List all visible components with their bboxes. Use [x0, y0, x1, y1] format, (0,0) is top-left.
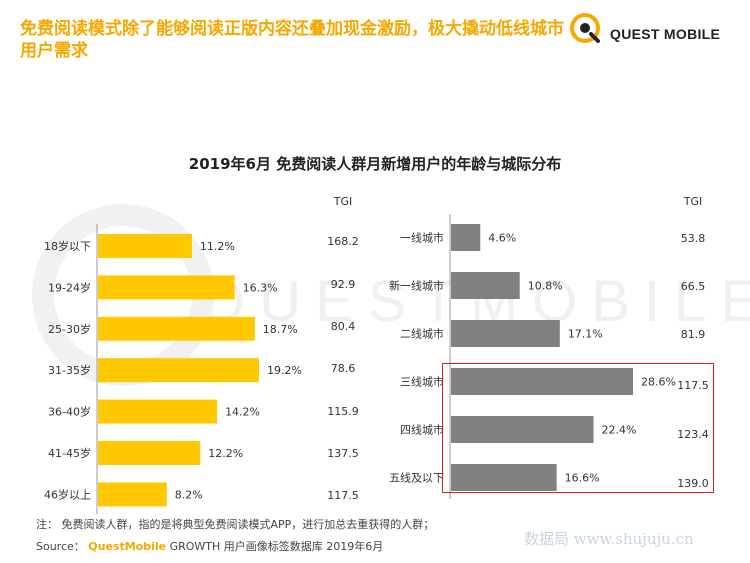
age-value-label: 19.2% — [267, 364, 302, 377]
age-bar — [98, 482, 167, 507]
city-category-label: 四线城市 — [400, 423, 444, 437]
city-bar — [451, 224, 481, 251]
age-bar — [98, 275, 235, 300]
city-tgi-value: 139.0 — [677, 477, 709, 490]
city-tgi-value: 123.4 — [677, 428, 709, 441]
city-tgi-value: 81.9 — [681, 328, 706, 341]
city-bar — [451, 368, 633, 395]
age-category-label: 18岁以下 — [44, 239, 91, 253]
city-value-label: 28.6% — [641, 376, 676, 389]
age-tgi-value: 80.4 — [331, 320, 356, 333]
source-line: Source： QuestMobile GROWTH 用户画像标签数据库 201… — [36, 538, 383, 554]
age-bar — [98, 358, 259, 383]
quest-mobile-logo-icon — [570, 13, 600, 43]
city-value-label: 4.6% — [488, 232, 516, 245]
age-tgi-value: 92.9 — [331, 278, 356, 291]
city-value-label: 16.6% — [565, 472, 600, 485]
city-category-label: 二线城市 — [400, 327, 444, 341]
age-tgi-value: 78.6 — [331, 362, 356, 375]
highlight-box — [442, 363, 714, 493]
age-tgi-value: 117.5 — [327, 489, 359, 502]
age-tgi-value: 137.5 — [327, 447, 359, 460]
age-category-label: 36-40岁 — [48, 405, 91, 419]
source-prefix: Source： — [36, 540, 85, 553]
footnote: 注： 免费阅读人群，指的是将典型免费阅读模式APP，进行加总去重获得的人群； — [36, 518, 435, 531]
chart-title: 2019年6月 免费阅读人群月新增用户的年龄与城际分布 — [188, 155, 562, 173]
brand-name: QUEST MOBILE — [610, 26, 721, 42]
city-value-label: 17.1% — [568, 328, 603, 341]
source-text: GROWTH 用户画像标签数据库 2019年6月 — [169, 540, 384, 553]
age-tgi-value: 168.2 — [327, 235, 359, 248]
city-tgi-value: 117.5 — [677, 379, 709, 392]
site-watermark: 数据局 www.shujuju.cn — [524, 530, 694, 548]
age-category-label: 19-24岁 — [48, 280, 91, 294]
age-category-label: 46岁以上 — [44, 487, 91, 501]
city-bar — [451, 272, 520, 299]
age-value-label: 16.3% — [243, 281, 278, 294]
headline: 免费阅读模式除了能够阅读正版内容还叠加现金激励，极大撬动低线城市用户需求 — [20, 19, 564, 61]
age-value-label: 12.2% — [208, 447, 243, 460]
age-bar — [98, 234, 192, 258]
age-value-label: 8.2% — [175, 488, 203, 501]
age-bar — [98, 316, 255, 341]
city-bar — [451, 416, 594, 443]
source-brand: QuestMobile — [88, 540, 167, 553]
age-tgi-value: 115.9 — [327, 405, 359, 418]
age-category-label: 25-30岁 — [48, 322, 91, 336]
city-category-label: 新一线城市 — [389, 279, 444, 293]
age-value-label: 18.7% — [263, 323, 298, 336]
city-value-label: 22.4% — [602, 424, 637, 437]
age-bar — [98, 441, 201, 465]
city-category-label: 五线及以下 — [389, 471, 444, 485]
age-value-label: 14.2% — [225, 406, 260, 419]
city-tgi-header: TGI — [683, 195, 703, 208]
age-tgi-header: TGI — [333, 195, 353, 208]
age-category-label: 41-45岁 — [48, 446, 91, 460]
age-value-label: 11.2% — [200, 240, 235, 253]
city-tgi-value: 53.8 — [681, 232, 706, 245]
city-value-label: 10.8% — [528, 280, 563, 293]
age-bar — [98, 399, 218, 424]
city-tgi-value: 66.5 — [681, 280, 706, 293]
city-bar — [451, 464, 557, 491]
city-category-label: 一线城市 — [400, 231, 444, 245]
city-category-label: 三线城市 — [400, 375, 444, 389]
age-category-label: 31-35岁 — [48, 363, 91, 377]
city-bar — [451, 320, 560, 347]
